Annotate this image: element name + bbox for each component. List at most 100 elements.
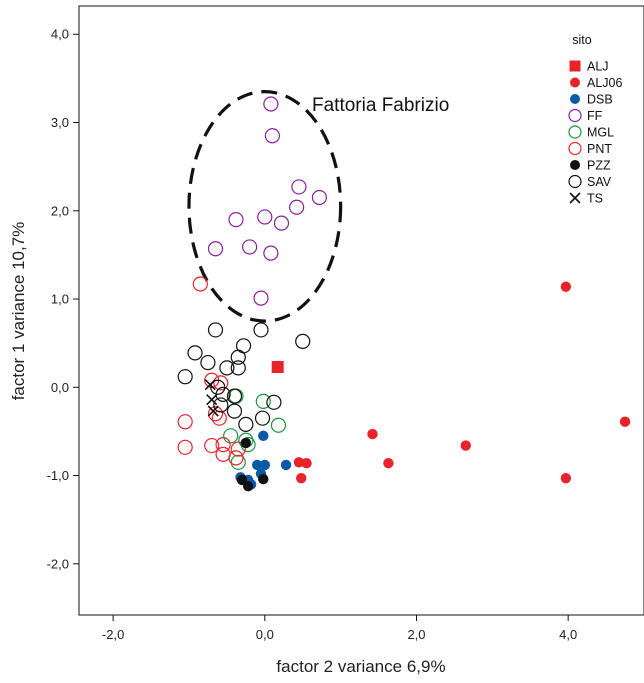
legend-label-sav: SAV [587, 175, 612, 189]
legend-label-ts: TS [587, 192, 603, 206]
x-axis: -2,0 0,0 2,0 4,0 [102, 615, 577, 642]
point-pnt [204, 437, 220, 454]
point-ts [207, 405, 219, 417]
point-ff [263, 245, 279, 261]
legend-label-ff: FF [587, 109, 603, 123]
plot-frame [78, 5, 644, 616]
point-ff [291, 179, 307, 195]
point-alj [271, 360, 284, 373]
x-tick-label: 0,0 [256, 627, 274, 642]
legend-marker-alj06 [570, 77, 580, 88]
point-alj06 [301, 457, 312, 469]
y-tick-label: 1,0 [51, 292, 69, 307]
point-pnt [215, 446, 231, 462]
point-alj06 [383, 457, 394, 469]
point-pnt [207, 406, 224, 422]
fattoria-fabrizio-label: Fattoria Fabrizio [312, 95, 449, 116]
point-ff [242, 239, 258, 255]
y-tick-label: -2,0 [47, 556, 69, 571]
legend-label-mgl: MGL [587, 126, 614, 140]
y-tick-label: 0,0 [51, 380, 69, 395]
x-tick-label: -2,0 [102, 627, 124, 642]
point-sav [230, 360, 246, 376]
point-ff [257, 209, 273, 225]
point-dsb [280, 459, 292, 471]
point-pzz [258, 473, 269, 485]
legend-marker-ff [568, 108, 582, 123]
point-mgl [255, 393, 271, 410]
legend-marker-alj [569, 60, 581, 72]
point-ff [253, 290, 269, 306]
x-tick-label: 4,0 [559, 627, 577, 642]
point-alj06 [460, 440, 471, 451]
legend-marker-sav [568, 174, 582, 189]
legend-marker-dsb [570, 94, 580, 104]
point-sav [230, 349, 246, 365]
point-ff [273, 215, 290, 231]
point-mgl [223, 428, 239, 444]
point-dsb [252, 459, 263, 471]
y-axis: -2,0 -1,0 0,0 1,0 2,0 3,0 4,0 [47, 27, 79, 571]
data-points [177, 96, 631, 492]
point-sav [200, 354, 216, 371]
legend-marker-pzz [570, 160, 580, 170]
point-ff [311, 189, 328, 206]
point-sav [226, 403, 243, 419]
point-sav [177, 369, 193, 385]
point-mgl [270, 417, 287, 433]
fattoria-fabrizio-ellipse [187, 90, 343, 323]
point-sav [213, 397, 229, 413]
legend-title: sito [572, 33, 592, 47]
x-axis-title: factor 2 variance 6,9% [276, 657, 445, 676]
point-sav [187, 345, 203, 361]
point-ts [204, 379, 216, 391]
point-sav [295, 333, 311, 349]
y-tick-label: 4,0 [51, 27, 69, 42]
point-alj06 [296, 472, 307, 484]
point-ff [289, 199, 305, 215]
legend-label-pnt: PNT [587, 142, 612, 156]
point-sav [226, 388, 243, 404]
point-dsb [258, 430, 269, 442]
point-pnt [177, 439, 193, 455]
point-alj06 [560, 281, 572, 292]
point-ff [263, 96, 279, 112]
point-pzz [240, 437, 252, 449]
y-tick-label: 3,0 [51, 115, 69, 130]
legend-marker-ts [569, 192, 581, 204]
point-sav [238, 416, 254, 432]
y-tick-label: 2,0 [51, 203, 69, 218]
legend: sito ALJ ALJ06 DSB FF MGL PNT PZZ SAV TS [568, 33, 622, 206]
legend-label-alj: ALJ [587, 60, 609, 74]
point-pnt [213, 375, 229, 391]
point-sav [266, 394, 282, 410]
point-dsb [259, 459, 271, 471]
legend-label-dsb: DSB [587, 93, 613, 107]
point-pnt [177, 414, 193, 430]
y-tick-label: -1,0 [47, 468, 69, 483]
point-pnt [215, 437, 231, 453]
legend-label-alj06: ALJ06 [587, 76, 622, 90]
point-alj06 [619, 416, 631, 427]
point-pnt [192, 276, 208, 292]
point-ts [206, 394, 218, 406]
point-pnt [228, 450, 244, 466]
point-pzz [242, 480, 254, 492]
point-sav [219, 360, 235, 376]
point-pnt [230, 441, 246, 457]
point-ff [228, 211, 244, 228]
point-ff [264, 128, 280, 144]
legend-marker-mgl [568, 125, 582, 139]
point-alj06 [293, 457, 305, 468]
point-alj06 [560, 472, 572, 484]
legend-label-pzz: PZZ [587, 159, 611, 173]
point-alj06 [367, 428, 378, 440]
y-axis-title: factor 1 variance 10,7% [9, 222, 28, 401]
x-tick-label: 2,0 [407, 627, 425, 642]
point-sav [253, 322, 269, 338]
legend-marker-pnt [568, 141, 582, 156]
point-sav [254, 410, 271, 426]
point-ff [207, 241, 224, 257]
point-sav [207, 322, 224, 338]
